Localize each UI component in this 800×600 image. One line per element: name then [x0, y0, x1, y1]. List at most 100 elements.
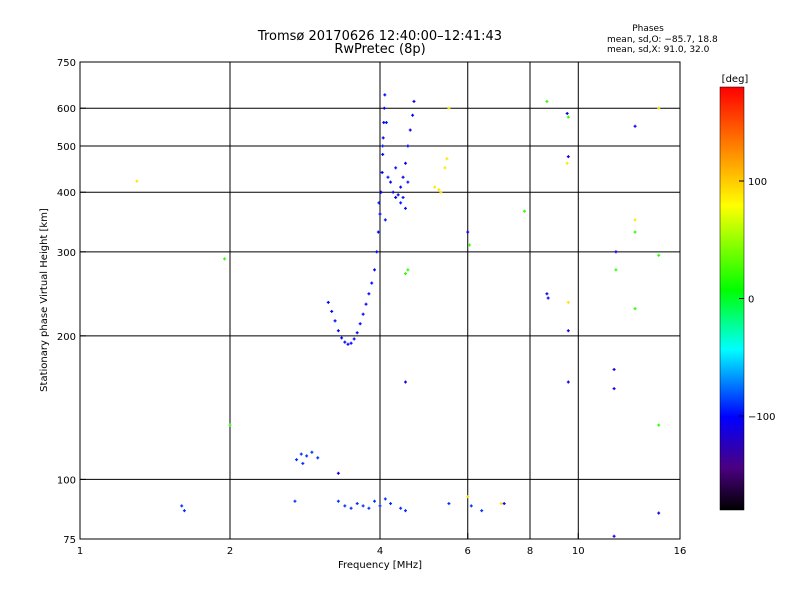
data-point — [545, 292, 549, 296]
data-point — [394, 166, 398, 170]
data-point — [612, 367, 616, 371]
data-point — [565, 161, 569, 165]
data-point — [546, 296, 550, 300]
data-point — [633, 124, 637, 128]
data-point — [403, 206, 407, 210]
data-point — [386, 175, 390, 179]
data-point — [355, 331, 359, 335]
data-point — [346, 342, 350, 346]
y-tick-label: 400 — [57, 188, 76, 199]
data-point — [336, 471, 340, 475]
data-point — [403, 380, 407, 384]
data-point — [633, 218, 637, 222]
data-point — [399, 506, 403, 510]
data-point — [364, 302, 368, 306]
x-tick-label: 2 — [227, 546, 233, 557]
data-point — [466, 495, 470, 499]
data-point — [394, 195, 398, 199]
data-point — [480, 509, 484, 513]
y-tick-label: 75 — [63, 535, 76, 546]
data-point — [382, 121, 386, 125]
data-point — [657, 423, 661, 427]
data-point — [566, 329, 570, 333]
data-point — [383, 497, 387, 501]
data-point — [336, 499, 340, 503]
data-point — [406, 180, 410, 184]
data-point — [361, 312, 365, 316]
data-point — [565, 111, 569, 115]
data-point — [614, 250, 618, 254]
data-point — [381, 152, 385, 156]
data-point — [228, 423, 232, 427]
data-point — [382, 106, 386, 110]
data-point — [375, 250, 379, 254]
data-point — [384, 121, 388, 125]
data-point — [389, 502, 393, 506]
phase-stats-x: mean, sd,X: 91.0, 32.0 — [607, 45, 710, 55]
data-point — [223, 257, 227, 261]
data-point — [299, 452, 303, 456]
data-point — [633, 307, 637, 311]
data-point — [381, 144, 385, 148]
data-point — [523, 209, 527, 213]
x-tick-label: 6 — [465, 546, 471, 557]
data-point — [378, 504, 382, 508]
data-point — [376, 230, 380, 234]
y-tick-label: 200 — [57, 332, 76, 343]
data-point — [466, 230, 470, 234]
y-tick-label: 600 — [57, 104, 76, 115]
data-point — [349, 506, 353, 510]
data-point — [399, 201, 403, 205]
data-point — [469, 504, 473, 508]
data-point — [333, 319, 337, 323]
data-point — [412, 99, 416, 103]
data-point — [566, 380, 570, 384]
x-axis-ticks: 1 2 4 6 8 10 16 — [77, 533, 686, 557]
y-axis-label: Stationary phase Virtual Height [km] — [39, 208, 50, 392]
data-point — [403, 272, 407, 276]
data-point — [305, 454, 309, 458]
data-point — [380, 170, 384, 174]
data-point — [443, 166, 447, 170]
data-point — [361, 504, 365, 508]
colorbar-tick-label: 100 — [748, 177, 767, 188]
data-point — [633, 230, 637, 234]
chart-title: Tromsø 20170626 12:40:00–12:41:43 — [257, 29, 502, 44]
data-point — [396, 193, 400, 197]
data-point — [349, 341, 353, 345]
y-tick-label: 500 — [57, 142, 76, 153]
data-point — [447, 106, 451, 110]
phases-heading: Phases — [632, 24, 664, 34]
data-point — [383, 93, 387, 97]
colorbar-ticks: 100 0 −100 — [739, 177, 775, 423]
data-point — [373, 499, 377, 503]
data-point — [383, 218, 387, 222]
phase-stats-o: mean, sd,O: −85.7, 18.8 — [607, 35, 718, 45]
data-point — [182, 509, 186, 513]
data-point — [566, 155, 570, 159]
data-point — [403, 161, 407, 165]
data-point — [381, 136, 385, 140]
data-point — [295, 458, 299, 462]
data-point — [389, 180, 393, 184]
data-point — [367, 292, 371, 296]
data-point — [403, 509, 407, 513]
data-point — [336, 329, 340, 333]
data-point — [439, 190, 443, 194]
data-points — [135, 93, 661, 538]
data-point — [343, 504, 347, 508]
data-point — [355, 502, 359, 506]
chart-subtitle: RwPretec (8p) — [334, 42, 425, 57]
data-point — [180, 504, 184, 508]
data-point — [445, 157, 449, 161]
data-point — [545, 99, 549, 103]
data-point — [391, 190, 395, 194]
data-point — [401, 175, 405, 179]
y-tick-label: 100 — [57, 475, 76, 486]
data-point — [447, 502, 451, 506]
data-point — [657, 106, 661, 110]
data-point — [408, 128, 412, 132]
y-tick-label: 750 — [57, 58, 76, 69]
x-tick-label: 1 — [77, 546, 83, 557]
